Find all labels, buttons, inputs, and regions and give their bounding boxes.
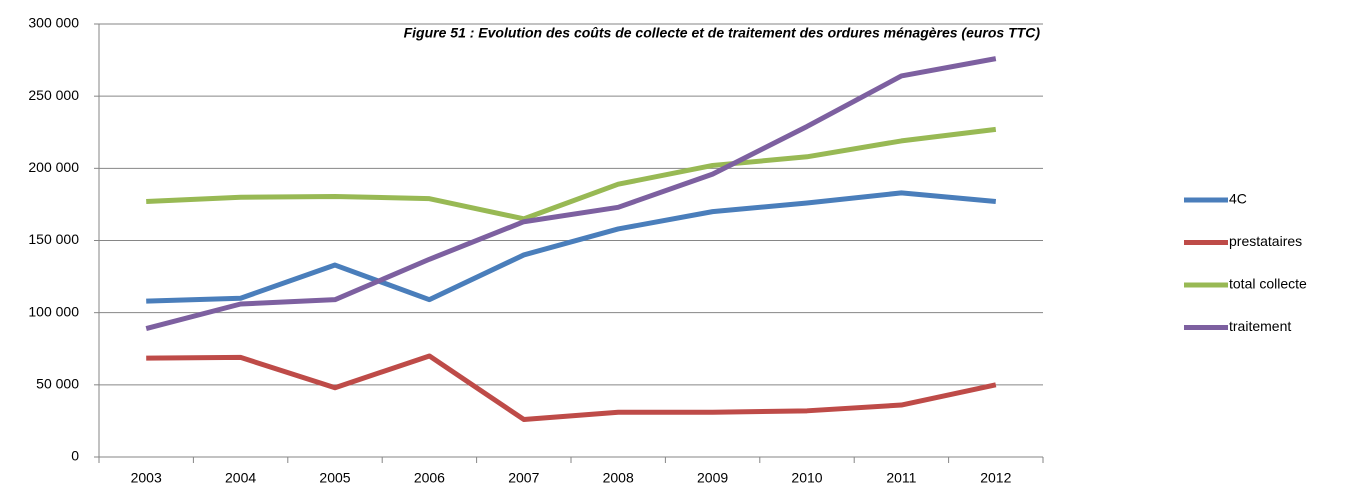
x-tick-label: 2012: [980, 470, 1011, 486]
y-tick-label: 50 000: [36, 376, 79, 392]
x-tick-label: 2010: [791, 470, 822, 486]
series-line: [146, 190, 997, 304]
y-tick-label: 0: [71, 448, 79, 464]
series-line: [146, 353, 997, 422]
x-tick-label: 2006: [414, 470, 445, 486]
x-tick-label: 2007: [508, 470, 539, 486]
series-line: [145, 56, 997, 331]
y-tick-label: 100 000: [28, 303, 79, 319]
x-tick-label: 2005: [319, 470, 350, 486]
legend-label: traitement: [1229, 318, 1291, 334]
x-tick-label: 2009: [697, 470, 728, 486]
x-tick-label: 2003: [131, 470, 162, 486]
y-tick-label: 200 000: [28, 159, 79, 175]
chart-title: Figure 51 : Evolution des coûts de colle…: [404, 25, 1041, 41]
y-tick-label: 250 000: [28, 87, 79, 103]
y-tick-label: 300 000: [28, 15, 79, 31]
y-tick-label: 150 000: [28, 231, 79, 247]
series-line: [146, 126, 997, 222]
x-tick-label: 2008: [603, 470, 634, 486]
legend-label: prestataires: [1229, 233, 1302, 249]
legend-label: 4C: [1229, 191, 1247, 207]
x-tick-label: 2011: [886, 470, 916, 486]
x-tick-label: 2004: [225, 470, 256, 486]
legend-label: total collecte: [1229, 276, 1307, 292]
